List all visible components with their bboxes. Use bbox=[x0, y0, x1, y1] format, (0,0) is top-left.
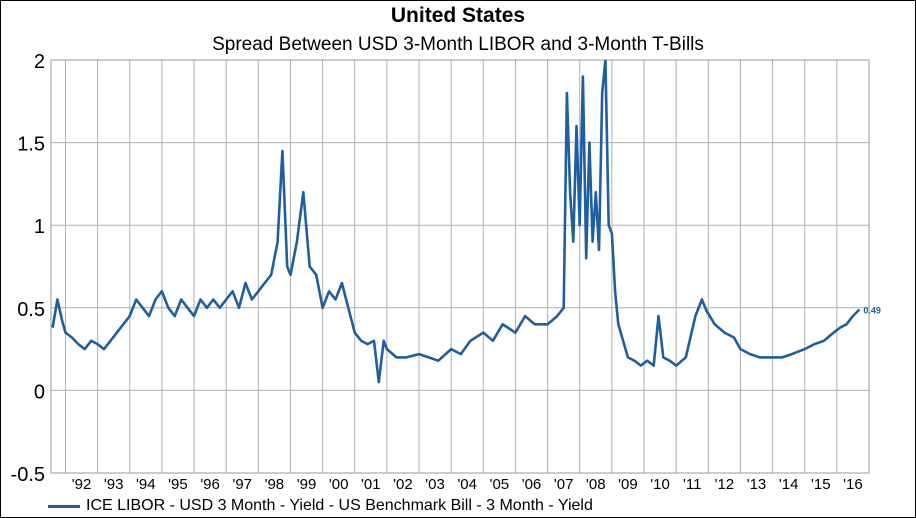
x-tick-label: '08 bbox=[586, 476, 606, 493]
x-tick-label: '92 bbox=[72, 476, 92, 493]
gridlines bbox=[50, 59, 870, 474]
x-tick-label: '94 bbox=[136, 476, 156, 493]
x-tick-label: '12 bbox=[715, 476, 735, 493]
x-tick-label: '13 bbox=[747, 476, 767, 493]
x-tick-label: '15 bbox=[811, 476, 831, 493]
y-tick-label: 1.5 bbox=[17, 134, 45, 156]
x-tick-label: '99 bbox=[297, 476, 317, 493]
series-line bbox=[51, 60, 861, 384]
x-tick-label: '11 bbox=[683, 476, 701, 493]
y-tick-label: 2 bbox=[34, 51, 45, 73]
last-value-label: 0.49 bbox=[863, 305, 881, 315]
x-tick-label: '00 bbox=[329, 476, 349, 493]
x-tick-label: '03 bbox=[425, 476, 445, 493]
x-tick-label: '04 bbox=[457, 476, 477, 493]
x-tick-label: '05 bbox=[490, 476, 510, 493]
x-tick-label: '14 bbox=[779, 476, 799, 493]
x-tick-label: '95 bbox=[168, 476, 188, 493]
y-tick-label: 1 bbox=[34, 216, 45, 238]
x-tick-label: '06 bbox=[522, 476, 542, 493]
x-tick-label: '98 bbox=[265, 476, 285, 493]
x-tick-label: '97 bbox=[232, 476, 252, 493]
y-tick-label: 0 bbox=[34, 381, 45, 403]
y-tick-label: 0.5 bbox=[17, 299, 45, 321]
x-tick-label: '10 bbox=[650, 476, 670, 493]
chart-subtitle: Spread Between USD 3-Month LIBOR and 3-M… bbox=[212, 34, 704, 55]
series-layer: 0.49 bbox=[51, 60, 881, 384]
x-tick-label: '07 bbox=[554, 476, 574, 493]
x-tick-label: '09 bbox=[618, 476, 638, 493]
x-tick-label: '01 bbox=[361, 476, 381, 493]
legend-label: ICE LIBOR - USD 3 Month - Yield - US Ben… bbox=[86, 497, 593, 514]
legend-swatch bbox=[48, 504, 80, 508]
x-tick-label: '93 bbox=[104, 476, 124, 493]
x-tick-label: '02 bbox=[393, 476, 413, 493]
x-tick-label: '16 bbox=[843, 476, 863, 493]
plot-area bbox=[50, 59, 870, 474]
x-axis: '92 '93 '94 '95 '96 '97 '98 '99 '00 '01 '02 '03 '04 '… bbox=[72, 476, 863, 493]
legend: ICE LIBOR - USD 3 Month - Yield - US Ben… bbox=[48, 496, 593, 516]
chart-title: United States bbox=[390, 4, 526, 27]
y-axis: 2 1.5 1 0.5 0 -0.5 bbox=[11, 51, 45, 486]
x-tick-label: '96 bbox=[200, 476, 220, 493]
y-tick-label: -0.5 bbox=[11, 464, 45, 486]
